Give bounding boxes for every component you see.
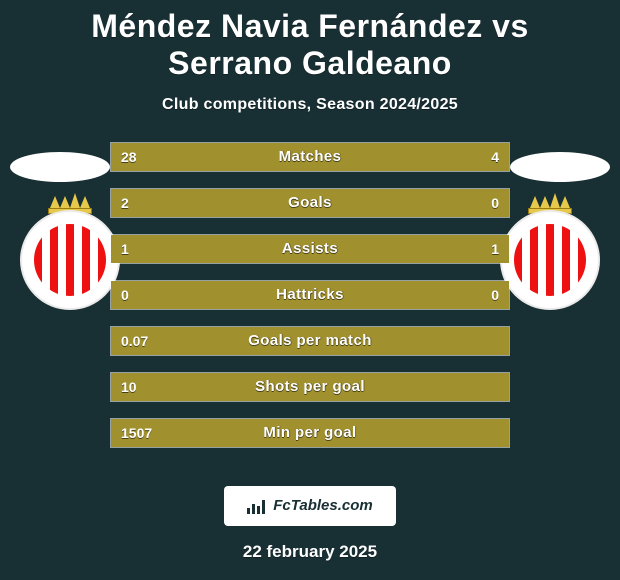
comparison-area: Matches284 Goals20 Assists11 Hattricks00 Goa… xyxy=(0,142,620,472)
stat-row: Assists11 xyxy=(110,234,510,264)
stat-bar-left xyxy=(111,373,469,401)
stat-row: Goals20 xyxy=(110,188,510,218)
stat-bar-right xyxy=(310,281,509,309)
stat-row: Shots per goal10 xyxy=(110,372,510,402)
bar-chart-icon xyxy=(247,498,267,514)
stat-bar-left xyxy=(111,419,469,447)
site-name: FcTables.com xyxy=(273,497,372,514)
comparison-title: Méndez Navia Fernández vs Serrano Galdea… xyxy=(0,0,620,86)
player-photo-right xyxy=(510,152,610,182)
stat-bar-left xyxy=(111,189,469,217)
stat-bar-right xyxy=(429,143,509,171)
stat-row: Goals per match0.07 xyxy=(110,326,510,356)
stat-row: Hattricks00 xyxy=(110,280,510,310)
stat-bar-right xyxy=(469,327,509,355)
club-badge-left xyxy=(20,210,120,310)
stat-bars: Matches284 Goals20 Assists11 Hattricks00 Goa… xyxy=(110,142,510,464)
stat-row: Matches284 xyxy=(110,142,510,172)
stat-row: Min per goal1507 xyxy=(110,418,510,448)
stat-bar-right xyxy=(469,419,509,447)
footer-date: 22 february 2025 xyxy=(0,542,620,562)
stat-bar-left xyxy=(111,235,310,263)
stat-bar-left xyxy=(111,281,310,309)
player-photo-left xyxy=(10,152,110,182)
stat-bar-left xyxy=(111,327,469,355)
comparison-subtitle: Club competitions, Season 2024/2025 xyxy=(0,96,620,114)
stat-bar-right xyxy=(469,189,509,217)
stat-bar-right xyxy=(469,373,509,401)
stat-bar-right xyxy=(310,235,509,263)
stat-bar-left xyxy=(111,143,429,171)
site-logo: FcTables.com xyxy=(224,486,396,526)
club-badge-right xyxy=(500,210,600,310)
